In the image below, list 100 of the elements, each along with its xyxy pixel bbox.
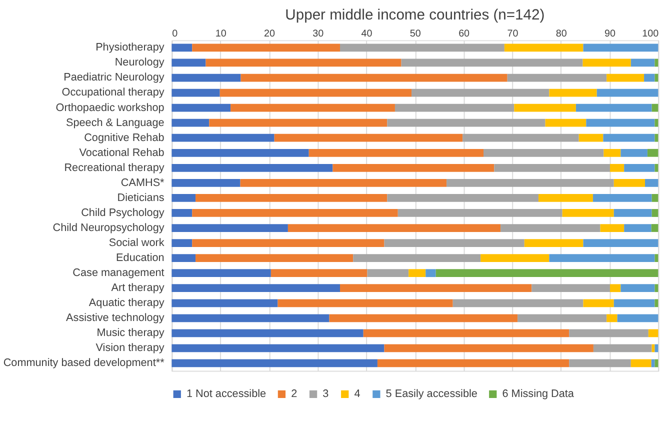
bar — [545, 118, 586, 127]
bar — [604, 148, 621, 157]
y-tick-label: Vocational Rehab — [79, 146, 164, 159]
y-tick-label: Assistive technology — [66, 312, 165, 324]
y-tick-label: Occupational therapy — [62, 86, 165, 99]
bar — [367, 269, 409, 278]
bar — [332, 164, 494, 172]
bar — [654, 118, 658, 127]
bar — [654, 134, 658, 142]
bar — [620, 148, 648, 157]
chart-title: Upper middle income countries (n=142) — [285, 7, 545, 24]
bar — [518, 314, 607, 322]
bar — [172, 329, 364, 338]
bar — [172, 314, 330, 322]
y-tick-label: CAMHS* — [120, 176, 166, 189]
bar — [278, 299, 453, 308]
x-tick-label: 30 — [312, 28, 324, 40]
bar — [514, 104, 576, 112]
bar — [220, 88, 412, 97]
bar — [569, 359, 631, 368]
bar — [562, 209, 614, 217]
bar — [401, 58, 583, 67]
bar — [172, 344, 384, 352]
bar — [624, 224, 652, 232]
bar — [196, 194, 388, 202]
bar — [606, 314, 618, 322]
y-tick-label: Neurology — [114, 56, 165, 69]
bar — [172, 74, 241, 82]
bar — [645, 178, 658, 187]
bar — [654, 284, 658, 292]
bar — [614, 178, 646, 187]
bar — [274, 134, 463, 142]
bar — [582, 58, 631, 67]
legend-label: 2 — [291, 388, 298, 400]
bar — [394, 104, 514, 112]
bar — [630, 359, 652, 368]
bar — [172, 194, 196, 202]
bar — [172, 254, 196, 262]
bar — [340, 44, 504, 52]
bar — [648, 329, 658, 338]
bar — [384, 239, 524, 247]
bar — [387, 118, 546, 127]
bar — [412, 88, 550, 97]
y-tick-label: Music therapy — [96, 327, 165, 340]
y-tick-label: Orthopaedic workshop — [56, 102, 164, 114]
bar — [172, 134, 274, 142]
bar — [288, 224, 501, 232]
bar — [196, 254, 354, 262]
bar — [549, 88, 597, 97]
bar — [583, 239, 658, 247]
y-tick-label: Physiotherapy — [96, 42, 165, 54]
x-tick-label: 0 — [172, 28, 178, 40]
x-tick-label: 50 — [410, 28, 422, 40]
y-tick-label: Education — [116, 252, 164, 264]
bar — [654, 299, 658, 308]
legend-label: 4 — [354, 388, 360, 400]
y-tick-label: Social work — [108, 236, 165, 249]
bar — [654, 254, 658, 262]
bar — [586, 118, 655, 127]
bar — [654, 58, 658, 67]
bar — [452, 299, 584, 308]
x-tick-label: 70 — [507, 28, 519, 40]
legend-label: 3 — [322, 388, 329, 400]
bar — [583, 44, 658, 52]
bar — [600, 224, 624, 232]
bar — [172, 88, 220, 97]
y-tick-label: Community based development** — [3, 357, 166, 370]
bar — [614, 209, 652, 217]
bar — [172, 58, 206, 67]
bar — [549, 254, 655, 262]
bar — [329, 314, 518, 322]
bar — [524, 239, 584, 247]
bar — [538, 194, 593, 202]
bar — [172, 44, 192, 52]
bar — [532, 284, 610, 292]
x-tick-label: 40 — [361, 28, 373, 40]
bar — [610, 164, 624, 172]
legend-label: 1 Not accessible — [186, 388, 266, 400]
bar — [603, 134, 655, 142]
x-tick-label: 100 — [642, 28, 660, 40]
bar — [494, 164, 610, 172]
bar — [387, 194, 538, 202]
bar — [624, 164, 655, 172]
bar — [172, 164, 333, 172]
bar — [614, 299, 655, 308]
y-tick-label: Vision therapy — [96, 342, 165, 354]
x-tick-label: 20 — [264, 28, 276, 40]
bar — [652, 209, 658, 217]
bar — [408, 269, 426, 278]
x-tick-label: 80 — [556, 28, 568, 40]
bar — [377, 359, 570, 368]
bar — [172, 284, 340, 292]
bar — [462, 134, 579, 142]
bar — [308, 148, 484, 157]
bar — [651, 224, 658, 232]
bar — [172, 118, 210, 127]
y-tick-label: Aquatic therapy — [88, 297, 165, 310]
bar — [617, 314, 658, 322]
bar — [340, 284, 532, 292]
bar — [596, 88, 658, 97]
